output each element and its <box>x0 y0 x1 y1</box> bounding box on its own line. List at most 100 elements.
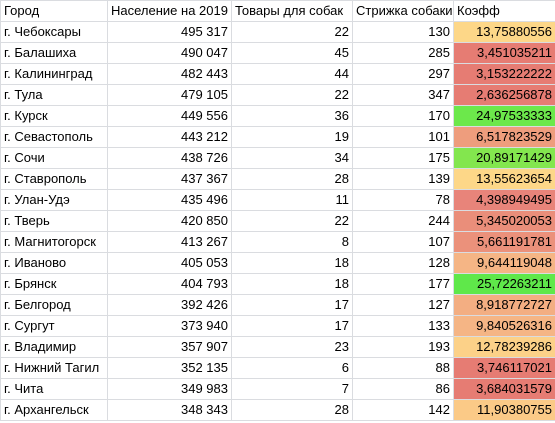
cell-coef[interactable]: 3,451035211 <box>453 42 555 64</box>
cell-coef[interactable]: 8,918772727 <box>453 294 555 316</box>
cell-city[interactable]: г. Сургут <box>0 315 108 337</box>
cell-coef[interactable]: 9,644119048 <box>453 252 555 274</box>
cell-population[interactable]: 404 793 <box>107 273 232 295</box>
cell-dog-goods[interactable]: 36 <box>231 105 353 127</box>
header-dog-goods[interactable]: Товары для собак <box>231 0 353 22</box>
cell-dog-goods[interactable]: 11 <box>231 189 353 211</box>
header-dog-grooming[interactable]: Стрижка собаки <box>352 0 454 22</box>
cell-dog-grooming[interactable]: 347 <box>352 84 454 106</box>
cell-city[interactable]: г. Чебоксары <box>0 21 108 43</box>
cell-city[interactable]: г. Иваново <box>0 252 108 274</box>
cell-city[interactable]: г. Улан-Удэ <box>0 189 108 211</box>
cell-city[interactable]: г. Курск <box>0 105 108 127</box>
cell-dog-goods[interactable]: 45 <box>231 42 353 64</box>
cell-dog-goods[interactable]: 19 <box>231 126 353 148</box>
cell-dog-goods[interactable]: 18 <box>231 252 353 274</box>
cell-dog-goods[interactable]: 34 <box>231 147 353 169</box>
cell-dog-grooming[interactable]: 130 <box>352 21 454 43</box>
cell-city[interactable]: г. Чита <box>0 378 108 400</box>
cell-city[interactable]: г. Тула <box>0 84 108 106</box>
cell-city[interactable]: г. Сочи <box>0 147 108 169</box>
header-coef[interactable]: Коэфф <box>453 0 555 22</box>
cell-dog-grooming[interactable]: 142 <box>352 399 454 421</box>
cell-coef[interactable]: 25,72263211 <box>453 273 555 295</box>
cell-population[interactable]: 495 317 <box>107 21 232 43</box>
cell-dog-goods[interactable]: 17 <box>231 294 353 316</box>
cell-population[interactable]: 373 940 <box>107 315 232 337</box>
cell-coef[interactable]: 3,684031579 <box>453 378 555 400</box>
cell-coef[interactable]: 9,840526316 <box>453 315 555 337</box>
cell-city[interactable]: г. Нижний Тагил <box>0 357 108 379</box>
cell-dog-grooming[interactable]: 170 <box>352 105 454 127</box>
cell-dog-goods[interactable]: 28 <box>231 168 353 190</box>
cell-population[interactable]: 349 983 <box>107 378 232 400</box>
cell-coef[interactable]: 24,97533333 <box>453 105 555 127</box>
cell-dog-grooming[interactable]: 128 <box>352 252 454 274</box>
cell-population[interactable]: 449 556 <box>107 105 232 127</box>
cell-coef[interactable]: 20,89171429 <box>453 147 555 169</box>
cell-dog-grooming[interactable]: 88 <box>352 357 454 379</box>
cell-dog-goods[interactable]: 22 <box>231 210 353 232</box>
cell-population[interactable]: 443 212 <box>107 126 232 148</box>
cell-dog-goods[interactable]: 22 <box>231 84 353 106</box>
cell-dog-grooming[interactable]: 127 <box>352 294 454 316</box>
cell-population[interactable]: 348 343 <box>107 399 232 421</box>
cell-dog-grooming[interactable]: 244 <box>352 210 454 232</box>
cell-city[interactable]: г. Калининград <box>0 63 108 85</box>
cell-dog-goods[interactable]: 8 <box>231 231 353 253</box>
cell-dog-goods[interactable]: 17 <box>231 315 353 337</box>
cell-dog-goods[interactable]: 18 <box>231 273 353 295</box>
cell-coef[interactable]: 13,55623654 <box>453 168 555 190</box>
cell-population[interactable]: 357 907 <box>107 336 232 358</box>
cell-population[interactable]: 479 105 <box>107 84 232 106</box>
cell-dog-grooming[interactable]: 285 <box>352 42 454 64</box>
cell-dog-grooming[interactable]: 139 <box>352 168 454 190</box>
cell-city[interactable]: г. Брянск <box>0 273 108 295</box>
cell-dog-goods[interactable]: 28 <box>231 399 353 421</box>
cell-dog-goods[interactable]: 23 <box>231 336 353 358</box>
cell-coef[interactable]: 3,746117021 <box>453 357 555 379</box>
cell-city[interactable]: г. Ставрополь <box>0 168 108 190</box>
cell-dog-goods[interactable]: 6 <box>231 357 353 379</box>
cell-dog-goods[interactable]: 7 <box>231 378 353 400</box>
cell-population[interactable]: 482 443 <box>107 63 232 85</box>
cell-city[interactable]: г. Владимир <box>0 336 108 358</box>
cell-city[interactable]: г. Севастополь <box>0 126 108 148</box>
cell-population[interactable]: 490 047 <box>107 42 232 64</box>
cell-population[interactable]: 405 053 <box>107 252 232 274</box>
cell-coef[interactable]: 2,636256878 <box>453 84 555 106</box>
cell-dog-grooming[interactable]: 175 <box>352 147 454 169</box>
cell-dog-goods[interactable]: 44 <box>231 63 353 85</box>
cell-coef[interactable]: 13,75880556 <box>453 21 555 43</box>
cell-coef[interactable]: 11,90380755 <box>453 399 555 421</box>
cell-dog-grooming[interactable]: 177 <box>352 273 454 295</box>
cell-dog-goods[interactable]: 22 <box>231 21 353 43</box>
cell-coef[interactable]: 3,153222222 <box>453 63 555 85</box>
cell-dog-grooming[interactable]: 107 <box>352 231 454 253</box>
cell-city[interactable]: г. Белгород <box>0 294 108 316</box>
cell-population[interactable]: 413 267 <box>107 231 232 253</box>
cell-coef[interactable]: 5,345020053 <box>453 210 555 232</box>
cell-dog-grooming[interactable]: 297 <box>352 63 454 85</box>
cell-population[interactable]: 420 850 <box>107 210 232 232</box>
cell-dog-grooming[interactable]: 101 <box>352 126 454 148</box>
cell-dog-grooming[interactable]: 78 <box>352 189 454 211</box>
header-population[interactable]: Население на 2019 <box>107 0 232 22</box>
cell-city[interactable]: г. Архангельск <box>0 399 108 421</box>
cell-city[interactable]: г. Тверь <box>0 210 108 232</box>
cell-coef[interactable]: 6,517823529 <box>453 126 555 148</box>
cell-dog-grooming[interactable]: 86 <box>352 378 454 400</box>
cell-coef[interactable]: 5,661191781 <box>453 231 555 253</box>
cell-population[interactable]: 435 496 <box>107 189 232 211</box>
cell-population[interactable]: 438 726 <box>107 147 232 169</box>
cell-dog-grooming[interactable]: 133 <box>352 315 454 337</box>
cell-dog-grooming[interactable]: 193 <box>352 336 454 358</box>
cell-population[interactable]: 352 135 <box>107 357 232 379</box>
cell-coef[interactable]: 4,398949495 <box>453 189 555 211</box>
cell-population[interactable]: 437 367 <box>107 168 232 190</box>
cell-population[interactable]: 392 426 <box>107 294 232 316</box>
cell-city[interactable]: г. Балашиха <box>0 42 108 64</box>
header-city[interactable]: Город <box>0 0 108 22</box>
cell-city[interactable]: г. Магнитогорск <box>0 231 108 253</box>
cell-coef[interactable]: 12,78239286 <box>453 336 555 358</box>
